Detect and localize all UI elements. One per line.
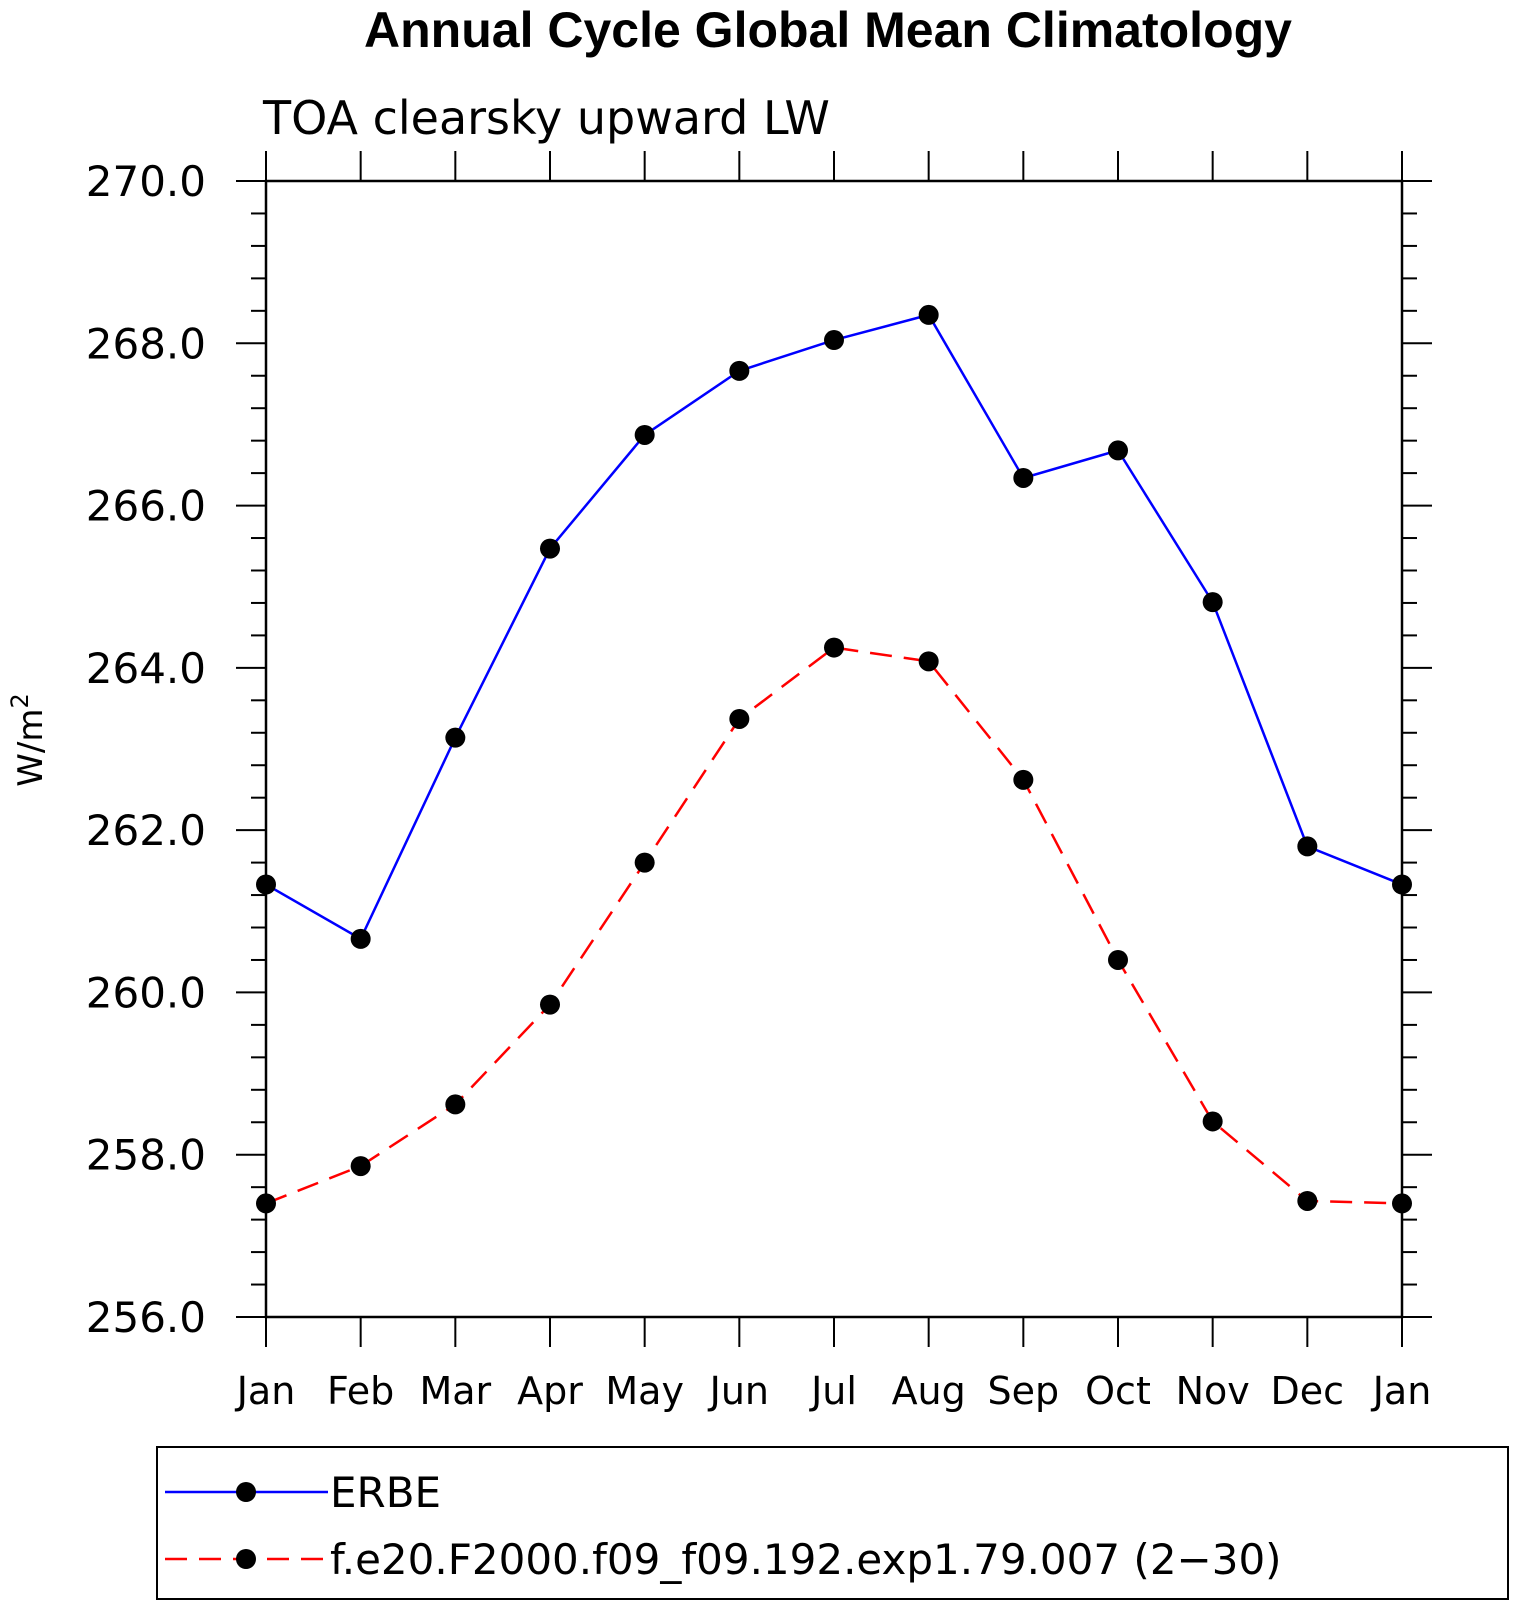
- x-tick-label: Jul: [809, 1369, 857, 1413]
- x-tick-label: Nov: [1176, 1369, 1250, 1413]
- data-point: [540, 538, 560, 559]
- legend: ERBE f.e20.F2000.f09_f09.192.exp1.79.007 …: [156, 1446, 1509, 1600]
- axes: 256.0 258.0 260.0 262.0 264.0 266.0 268.0 270.0…: [86, 151, 1432, 1413]
- data-point: [634, 424, 655, 445]
- y-tick-label: 256.0: [86, 1293, 206, 1342]
- data-point: [824, 637, 844, 658]
- legend-label: f.e20.F2000.f09_f09.192.exp1.79.007 (2−3…: [330, 1535, 1282, 1584]
- y-tick-label: 266.0: [86, 482, 206, 531]
- data-point: [1392, 1193, 1412, 1214]
- data-point: [256, 874, 276, 895]
- legend-label: ERBE: [330, 1468, 441, 1517]
- y-tick-label: 262.0: [86, 806, 206, 855]
- legend-marker: [236, 1549, 256, 1569]
- data-point: [729, 360, 750, 381]
- data-point: [1392, 874, 1412, 895]
- data-point: [256, 1193, 276, 1214]
- x-tick-label: Feb: [327, 1369, 394, 1413]
- y-axis-title: W/m2: [6, 693, 51, 786]
- chart-title: Annual Cycle Global Mean Climatology: [364, 2, 1292, 58]
- series-1: [256, 304, 1412, 949]
- data-point: [918, 651, 939, 672]
- y-axis-title-exponent: 2: [6, 693, 34, 708]
- y-tick-label: 260.0: [86, 968, 206, 1017]
- data-point: [1297, 1190, 1318, 1211]
- data-point: [445, 727, 466, 748]
- y-tick-label: 258.0: [86, 1131, 206, 1180]
- x-tick-label: Jun: [708, 1369, 769, 1413]
- legend-marker: [236, 1482, 256, 1502]
- data-point: [1013, 467, 1034, 488]
- x-tick-label: Oct: [1085, 1369, 1151, 1413]
- x-tick-label: Mar: [419, 1369, 491, 1413]
- x-tick-label: Sep: [988, 1369, 1060, 1413]
- data-point: [1202, 1111, 1223, 1132]
- series-line: [265, 646, 1403, 1205]
- legend-box: [156, 1446, 1509, 1600]
- series-line: [265, 313, 1403, 941]
- x-tick-label: Dec: [1271, 1369, 1345, 1413]
- data-point: [824, 330, 844, 351]
- x-tick-label: May: [605, 1369, 684, 1413]
- y-tick-label: 270.0: [86, 157, 206, 206]
- y-tick-label: 268.0: [86, 319, 206, 368]
- data-point: [1297, 836, 1318, 857]
- x-tick-label: Apr: [517, 1369, 583, 1413]
- data-point: [540, 994, 560, 1015]
- data-point: [350, 928, 371, 949]
- data-point: [634, 852, 655, 873]
- data-point: [1202, 592, 1223, 613]
- data-point: [445, 1094, 466, 1115]
- data-point: [1108, 949, 1128, 970]
- chart-subtitle: TOA clearsky upward LW: [262, 91, 830, 145]
- x-tick-label: Jan: [1371, 1369, 1432, 1413]
- series-layer: [256, 304, 1412, 1214]
- series-2: [256, 637, 1412, 1214]
- data-point: [1013, 769, 1034, 790]
- y-axis-title-unit: W/m: [11, 709, 51, 787]
- plot-frame: [264, 179, 1404, 1319]
- data-point: [918, 304, 939, 325]
- data-point: [729, 708, 750, 729]
- data-point: [1108, 440, 1128, 461]
- x-tick-label: Jan: [235, 1369, 296, 1413]
- data-point: [350, 1156, 371, 1177]
- x-tick-label: Aug: [892, 1369, 966, 1413]
- y-tick-label: 264.0: [86, 644, 206, 693]
